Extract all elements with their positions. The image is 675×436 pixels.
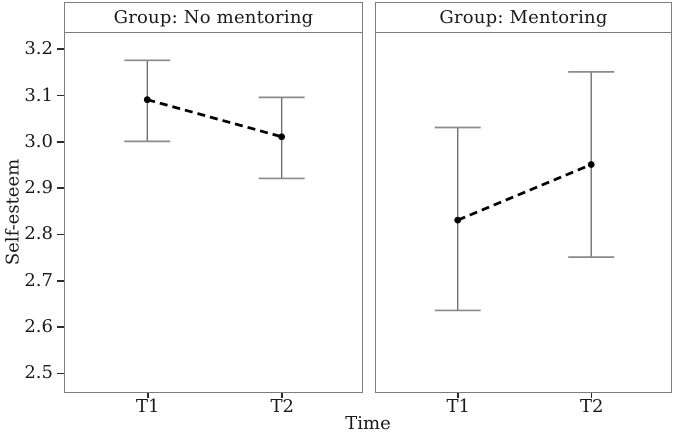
data-point <box>454 216 462 224</box>
data-point <box>143 95 151 103</box>
facet-panel-mentoring: Group: Mentoring <box>375 2 672 393</box>
x-tick-mark <box>281 393 283 398</box>
x-tick-label: T2 <box>270 396 294 417</box>
y-tick-label: 2.8 <box>24 223 53 245</box>
y-tick-label: 3.0 <box>24 130 53 152</box>
x-tick-label: T2 <box>579 396 604 417</box>
y-tick-label: 2.9 <box>24 177 53 199</box>
y-tick-mark <box>57 233 64 236</box>
x-tick-mark <box>147 393 149 398</box>
x-axis-title: Time <box>345 413 391 434</box>
x-tick-mark <box>457 393 459 398</box>
x-tick-mark <box>590 393 593 398</box>
y-tick-label: 3.2 <box>24 38 53 60</box>
chart-canvas-mentoring <box>434 70 615 311</box>
chart-canvas-no-mentoring <box>124 58 305 179</box>
y-tick-mark <box>57 372 64 375</box>
trend-line <box>146 97 283 138</box>
facet-panel-no-mentoring: Group: No mentoring <box>64 2 363 393</box>
y-axis-title: Self-esteem <box>2 158 24 266</box>
x-tick-label: T1 <box>446 396 470 417</box>
y-tick-mark <box>57 94 64 97</box>
plot-area-mentoring <box>376 33 671 391</box>
facet-title-no-mentoring: Group: No mentoring <box>65 3 362 33</box>
y-tick-label: 2.5 <box>24 362 53 384</box>
y-tick-mark <box>57 141 64 143</box>
data-point <box>278 132 286 140</box>
y-tick-mark <box>57 280 64 282</box>
y-tick-mark <box>57 187 64 189</box>
x-tick-label: T1 <box>136 396 160 417</box>
facet-title-mentoring: Group: Mentoring <box>376 3 671 33</box>
plot-area-no-mentoring <box>65 33 362 391</box>
trend-line <box>457 162 592 221</box>
data-point <box>587 160 595 168</box>
y-tick-mark <box>57 326 64 328</box>
y-tick-label: 3.1 <box>24 84 53 106</box>
y-tick-label: 2.6 <box>24 316 53 338</box>
y-tick-label: 2.7 <box>24 269 53 291</box>
y-tick-mark <box>57 48 64 50</box>
